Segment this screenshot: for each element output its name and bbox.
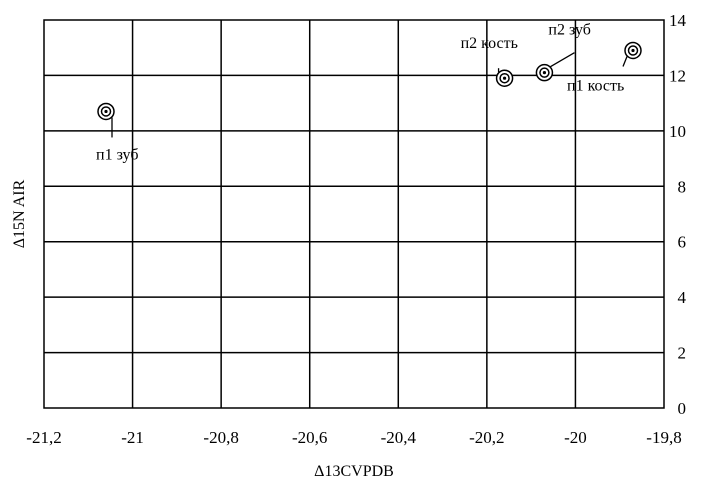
- point-center: [631, 48, 635, 53]
- x-tick-label: -20,2: [469, 428, 504, 447]
- x-tick-label: -20: [564, 428, 587, 447]
- point-center: [502, 76, 507, 80]
- x-tick-label: -20,6: [292, 428, 327, 447]
- y-tick-label: 8: [678, 177, 687, 196]
- point-inner-ring: [627, 45, 639, 56]
- data-point: [535, 63, 554, 82]
- point-center: [104, 109, 108, 114]
- y-tick-label: 6: [678, 233, 687, 252]
- point-label: п1 кость: [567, 77, 624, 94]
- y-tick-label: 2: [678, 344, 687, 363]
- data-point: [495, 69, 514, 87]
- leader-line: [550, 52, 575, 68]
- annotations: п1 зуб п2 кость п2 зуб п1 кость: [96, 22, 628, 163]
- y-tick-label: 4: [678, 288, 687, 307]
- data-point: [97, 102, 115, 121]
- x-tick-label: -19,8: [646, 428, 681, 447]
- x-tick-label: -21,2: [26, 428, 61, 447]
- point-label: п2 зуб: [548, 22, 590, 39]
- plot-frame: [43, 19, 665, 409]
- y-tick-label: 10: [669, 122, 686, 141]
- x-tick-label: -20,8: [203, 428, 238, 447]
- y-tick-label: 14: [669, 11, 687, 30]
- x-tick-label: -21: [121, 428, 144, 447]
- x-tick-label: -20,4: [381, 428, 417, 447]
- grid: [44, 20, 664, 408]
- y-tick-label: 0: [678, 399, 687, 418]
- point-inner-ring: [539, 67, 550, 78]
- x-axis-title: Δ13CVPDB: [314, 463, 394, 480]
- data-points: [97, 41, 642, 121]
- point-label: п1 зуб: [96, 146, 138, 163]
- point-center: [542, 71, 547, 75]
- point-inner-ring: [100, 106, 112, 117]
- y-axis-title: Δ15N AIR: [11, 179, 28, 248]
- tick-labels: -21,2 -21 -20,8 -20,6 -20,4 -20,2 -20 -19,8 0 2 4 6…: [26, 11, 686, 447]
- point-label: п2 кость: [461, 35, 518, 52]
- y-tick-label: 12: [669, 66, 686, 85]
- data-point: [624, 41, 642, 60]
- leader-line: [622, 56, 628, 67]
- point-inner-ring: [499, 72, 510, 84]
